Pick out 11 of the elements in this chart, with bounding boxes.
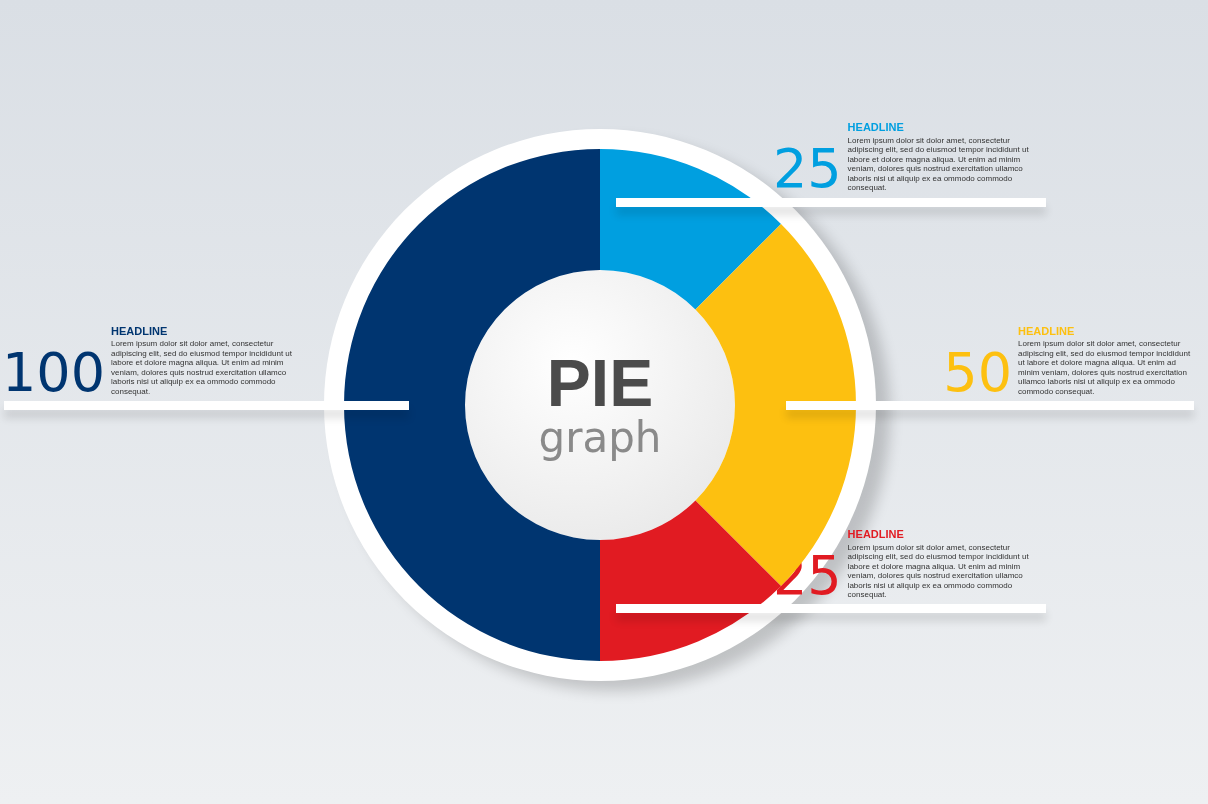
text: Lorem ipsum dolor sit dolor amet, consectetur adipiscing elit, sed do eiusmod tempor incididunt ut labore et dolore magna aliqua. Ut enim ad minim veniam, dolores quis nostrud exercitation ullamco laboris nisi ut aliquip ex ea ommodo commodo consequat.: [111, 339, 295, 396]
text: Lorem ipsum dolor sit dolor amet, consectetur adipiscing elit, sed do eiusmod tempor incididunt ut labore et dolore magna aliqua. Ut enim ad minim veniam, dolores quis nostrud exercitation ullamco laboris nisi ut aliquip ex ea ommodo commodo consequat.: [847, 542, 1031, 599]
data-label: 50: [943, 340, 1012, 404]
data-label: 100: [1, 340, 105, 404]
slice-label: HEADLINE: [847, 527, 904, 540]
slice-label: HEADLINE: [847, 121, 904, 134]
text: Lorem ipsum dolor sit dolor amet, consectetur adipiscing elit, sed do eiusmod tempor incididunt ut labore et dolore magna aliqua. Ut enim ad minim veniam, dolores quis nostrud exercitation ullamco laboris nisi ut aliquip ex ea ommodo commodo consequat.: [847, 136, 1031, 193]
slice-label: HEADLINE: [1018, 324, 1075, 337]
text: Lorem ipsum dolor sit dolor amet, consectetur adipiscing elit, sed do eiusmod tempor incididunt ut labore et dolore magna aliqua. Ut enim ad minim veniam, dolores quis nostrud exercitation ullamco laboris nisi ut aliquip ex ea ommodo commodo consequat.: [1018, 339, 1193, 396]
slice-label: HEADLINE: [111, 324, 168, 337]
data-label: 25: [772, 137, 842, 201]
